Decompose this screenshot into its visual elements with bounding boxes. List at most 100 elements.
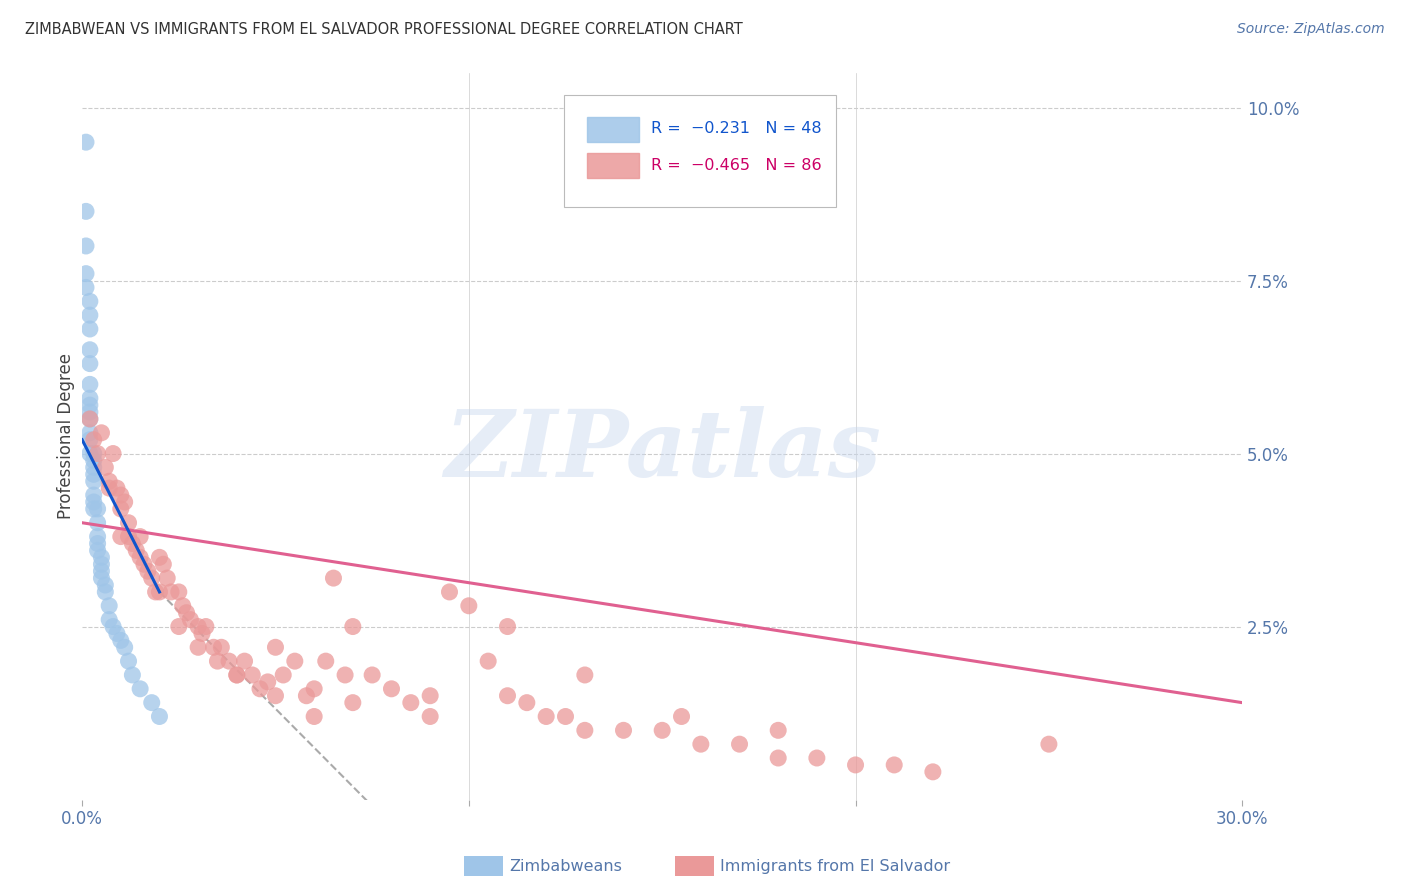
Point (86, 516, 108, 530)
Point (83, 467, 105, 482)
Point (160, 585, 183, 599)
Point (167, 585, 190, 599)
Point (202, 640, 225, 655)
Point (218, 654, 240, 668)
Point (342, 619, 364, 633)
Point (141, 696, 163, 710)
Point (922, 764, 945, 779)
Point (90, 550, 112, 565)
Point (148, 550, 170, 565)
Point (419, 689, 441, 703)
Point (302, 709, 325, 723)
Point (136, 564, 159, 578)
Point (79, 433, 101, 447)
Point (79, 343, 101, 357)
Point (612, 723, 634, 738)
Point (79, 446, 101, 460)
Point (534, 709, 557, 723)
Point (94, 585, 117, 599)
Point (129, 550, 152, 565)
Point (651, 723, 673, 738)
Point (240, 668, 263, 682)
Point (145, 585, 167, 599)
Point (179, 613, 201, 627)
Point (194, 619, 217, 633)
Point (79, 294, 101, 309)
Point (249, 681, 271, 696)
Point (110, 530, 132, 544)
Point (79, 357, 101, 371)
Point (105, 626, 128, 640)
Point (117, 516, 139, 530)
Point (439, 585, 461, 599)
Point (342, 696, 364, 710)
Point (83, 488, 105, 502)
Point (90, 425, 112, 440)
Point (121, 668, 143, 682)
Point (129, 681, 152, 696)
Point (689, 737, 711, 751)
Point (554, 709, 576, 723)
Point (90, 564, 112, 578)
Point (256, 674, 278, 689)
Point (98, 481, 121, 495)
Point (207, 654, 229, 668)
Y-axis label: Professional Degree: Professional Degree (58, 353, 75, 519)
Point (83, 502, 105, 516)
Point (86, 502, 108, 516)
Point (117, 530, 139, 544)
Point (264, 640, 287, 655)
Point (114, 495, 136, 509)
Point (94, 460, 117, 475)
Point (209, 640, 232, 655)
Point (225, 668, 247, 682)
Point (172, 599, 194, 613)
Point (110, 488, 132, 502)
Point (114, 640, 136, 655)
Point (83, 474, 105, 488)
Point (132, 558, 155, 572)
Text: Source: ZipAtlas.com: Source: ZipAtlas.com (1237, 22, 1385, 37)
Bar (586, 117, 638, 142)
Point (399, 696, 422, 710)
Point (1038, 737, 1060, 751)
Point (129, 530, 152, 544)
Point (574, 723, 596, 738)
Point (90, 558, 112, 572)
Point (101, 446, 124, 460)
Point (187, 619, 209, 633)
Point (477, 654, 499, 668)
Point (271, 668, 294, 682)
Point (516, 696, 538, 710)
Point (167, 619, 190, 633)
Point (496, 619, 519, 633)
Point (94, 578, 117, 592)
Point (90, 571, 112, 585)
Point (225, 668, 247, 682)
Point (806, 751, 828, 765)
Point (75, 204, 97, 219)
Text: R =  −0.465   N = 86: R = −0.465 N = 86 (651, 158, 821, 173)
Point (419, 709, 441, 723)
Point (75, 280, 97, 294)
Text: ZIPatlas: ZIPatlas (444, 406, 880, 496)
Point (191, 626, 214, 640)
Point (264, 689, 287, 703)
Point (75, 267, 97, 281)
Point (322, 571, 344, 585)
Point (728, 737, 751, 751)
Point (79, 398, 101, 412)
Point (148, 585, 170, 599)
Point (315, 654, 337, 668)
Point (766, 751, 789, 765)
Point (110, 502, 132, 516)
Point (295, 689, 318, 703)
Point (302, 681, 325, 696)
Point (75, 239, 97, 253)
Point (86, 446, 108, 460)
Point (844, 758, 866, 772)
Point (141, 571, 163, 585)
Point (83, 453, 105, 467)
Point (79, 308, 101, 322)
Point (79, 412, 101, 426)
